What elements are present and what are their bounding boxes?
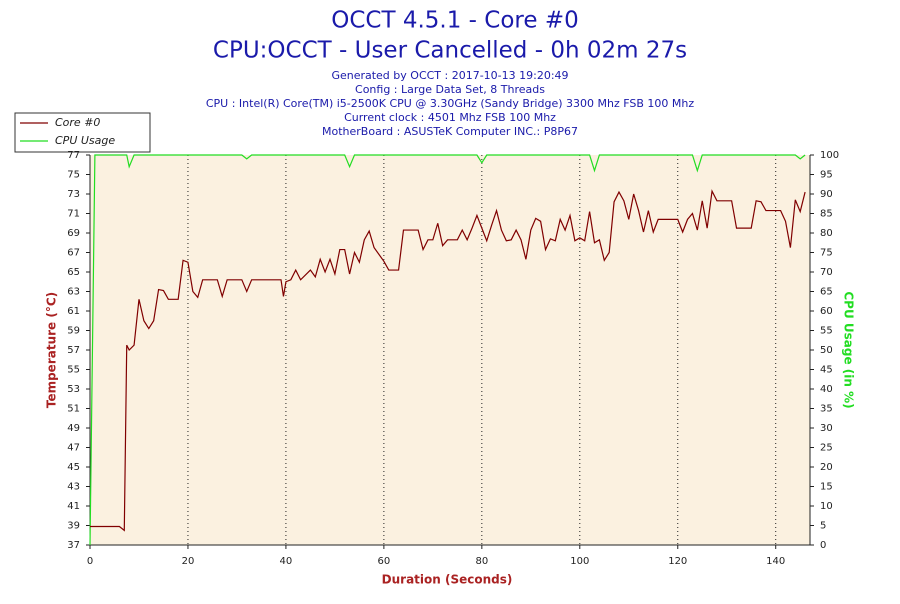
y-tick-label: 45 [67,462,80,473]
y2-tick-label: 15 [820,482,833,493]
y2-tick-label: 30 [820,423,833,434]
y2-tick-label: 5 [820,521,826,532]
y-tick-label: 63 [67,287,80,298]
y2-tick-label: 90 [820,189,833,200]
annotation: Config : Large Data Set, 8 Threads [355,83,545,96]
x-axis-label: Duration (Seconds) [382,573,513,587]
legend-label: Core #0 [55,116,100,129]
y-tick-label: 59 [67,326,80,337]
y2-tick-label: 25 [820,443,833,454]
x-tick-label: 100 [570,556,589,567]
y-tick-label: 77 [67,150,80,161]
y-tick-label: 69 [67,228,80,239]
y-tick-label: 43 [67,482,80,493]
y-tick-label: 37 [67,540,80,551]
y2-tick-label: 40 [820,384,833,395]
y2-tick-label: 35 [820,404,833,415]
y2-tick-label: 20 [820,462,833,473]
y2-tick-label: 55 [820,326,833,337]
y-tick-label: 61 [67,306,80,317]
y2-tick-label: 65 [820,287,833,298]
x-tick-label: 20 [182,556,195,567]
y2-tick-label: 45 [820,365,833,376]
x-tick-label: 0 [87,556,93,567]
y-tick-label: 49 [67,423,80,434]
y2-tick-label: 80 [820,228,833,239]
y2-tick-label: 50 [820,345,833,356]
y2-tick-label: 0 [820,540,826,551]
y-tick-label: 41 [67,501,80,512]
y-tick-label: 73 [67,189,80,200]
y-tick-label: 75 [67,170,80,181]
plot-area [90,155,810,545]
y-tick-label: 65 [67,267,80,278]
annotation: Current clock : 4501 Mhz FSB 100 Mhz [344,111,556,124]
y2-axis-label: CPU Usage (in %) [842,291,856,408]
y-tick-label: 57 [67,345,80,356]
chart-title: OCCT 4.5.1 - Core #0 [331,8,578,34]
y2-tick-label: 70 [820,267,833,278]
y2-tick-label: 60 [820,306,833,317]
x-tick-label: 80 [475,556,488,567]
data-line [90,189,806,532]
y-tick-label: 71 [67,209,80,220]
y-tick-label: 47 [67,443,80,454]
x-tick-label: 40 [280,556,293,567]
y2-tick-label: 95 [820,170,833,181]
y2-tick-label: 10 [820,501,833,512]
x-tick-label: 60 [378,556,391,567]
y-tick-label: 53 [67,384,80,395]
y-tick-label: 67 [67,248,80,259]
chart-subtitle: CPU:OCCT - User Cancelled - 0h 02m 27s [213,38,687,64]
data-line [89,154,806,546]
y-tick-label: 51 [67,404,80,415]
legend [14,112,151,153]
y-tick-label: 55 [67,365,80,376]
y2-tick-label: 75 [820,248,833,259]
annotation: MotherBoard : ASUSTeK Computer INC.: P8P… [322,125,578,138]
annotation: Generated by OCCT : 2017-10-13 19:20:49 [331,69,568,82]
y-axis-label: Temperature (°C) [45,292,59,408]
legend-label: CPU Usage [55,134,115,147]
y2-tick-label: 100 [820,150,839,161]
x-tick-label: 140 [766,556,785,567]
y2-tick-label: 85 [820,209,833,220]
annotation: CPU : Intel(R) Core(TM) i5-2500K CPU @ 3… [206,97,694,110]
y-tick-label: 39 [67,521,80,532]
x-tick-label: 120 [668,556,687,567]
